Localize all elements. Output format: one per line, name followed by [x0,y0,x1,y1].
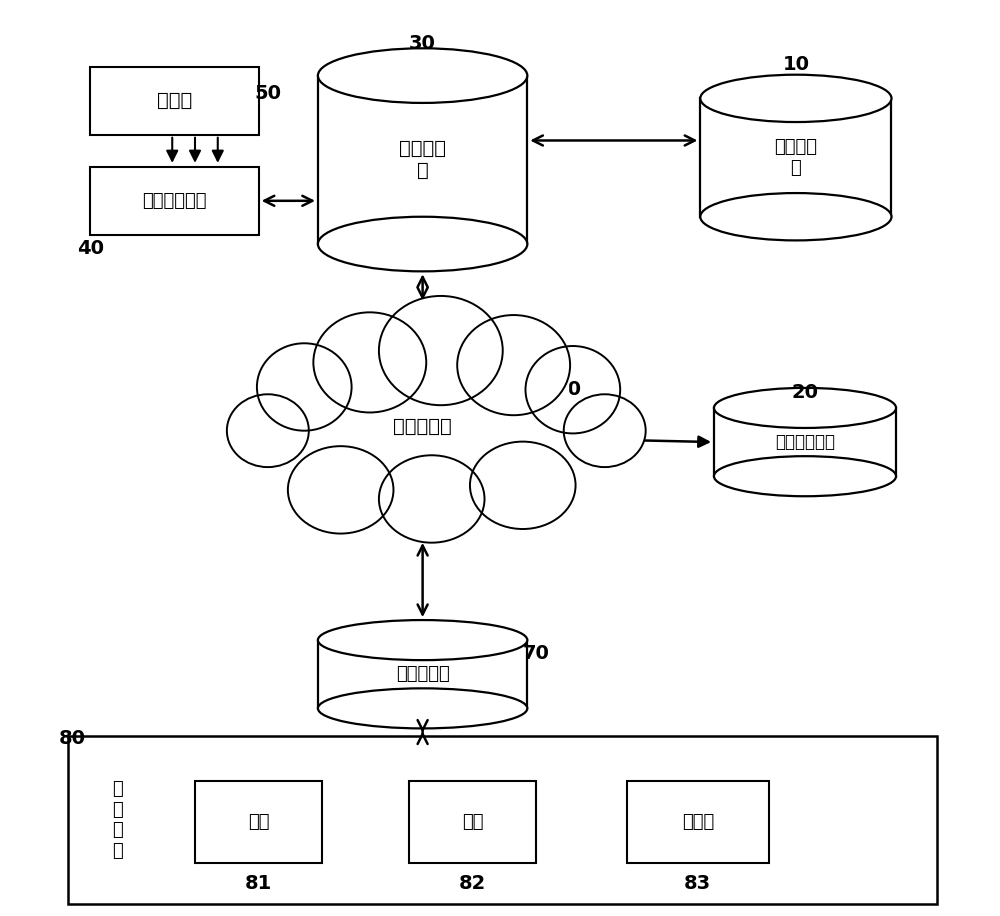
Ellipse shape [700,75,891,122]
Text: 70: 70 [523,644,550,663]
Text: 网管服务器: 网管服务器 [393,417,452,436]
Text: 80: 80 [59,729,86,748]
Text: 81: 81 [245,874,272,893]
Ellipse shape [313,312,426,412]
Polygon shape [700,98,891,217]
Ellipse shape [525,346,620,433]
Text: 邮箱: 邮箱 [462,813,483,831]
Ellipse shape [288,446,393,533]
Text: 83: 83 [684,874,711,893]
Ellipse shape [379,296,503,405]
Text: 应用服务
器: 应用服务 器 [774,138,817,177]
Ellipse shape [714,456,896,496]
Bar [68,736,937,904]
Ellipse shape [318,688,527,728]
Ellipse shape [700,193,891,240]
Ellipse shape [564,394,646,467]
Text: 网管客户端: 网管客户端 [396,665,449,683]
Bar [90,67,259,135]
Ellipse shape [318,620,527,660]
Bar [627,781,769,863]
Text: 10: 10 [782,55,809,74]
Text: 手机: 手机 [248,813,269,831]
Text: 40: 40 [77,239,104,258]
Text: 终
端
设
备: 终 端 设 备 [112,780,123,860]
Polygon shape [318,76,527,244]
Polygon shape [714,408,896,476]
Bar [195,781,322,863]
Text: 82: 82 [459,874,486,893]
Ellipse shape [277,349,568,513]
Text: 30: 30 [409,34,436,53]
Ellipse shape [470,442,576,529]
Ellipse shape [714,387,896,428]
Bar [409,781,536,863]
Text: 中心服务
器: 中心服务 器 [399,139,446,180]
Ellipse shape [457,315,570,415]
Text: 浏览器: 浏览器 [682,813,714,831]
Polygon shape [318,640,527,708]
Text: 视频采集设备: 视频采集设备 [142,191,207,210]
Text: 摄像头: 摄像头 [157,92,192,110]
Text: 60: 60 [555,380,582,399]
Text: 20: 20 [791,383,818,402]
Ellipse shape [318,49,527,103]
Bar [90,167,259,234]
Ellipse shape [227,394,309,467]
Ellipse shape [318,217,527,271]
Text: 50: 50 [254,84,281,104]
Ellipse shape [379,455,485,542]
Text: 数据库服务器: 数据库服务器 [775,433,835,451]
Ellipse shape [257,344,352,431]
